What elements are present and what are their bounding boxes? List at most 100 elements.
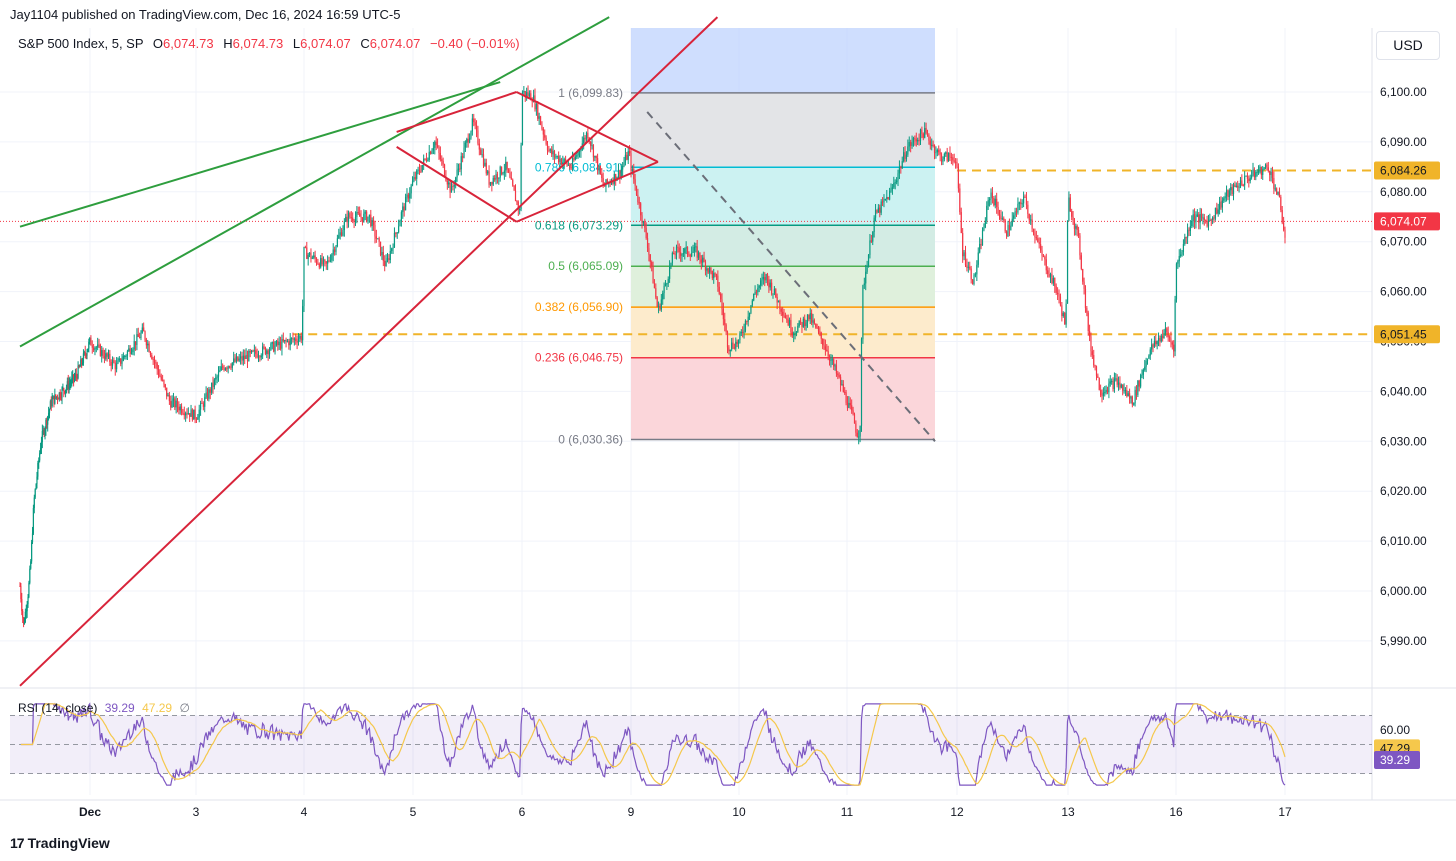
candle-body bbox=[1255, 172, 1257, 178]
candle-body bbox=[809, 313, 811, 320]
candle-body bbox=[851, 405, 853, 411]
candle-body bbox=[264, 347, 266, 354]
candle-body bbox=[849, 402, 851, 406]
candle-body bbox=[327, 260, 329, 264]
candle-body bbox=[1025, 197, 1028, 205]
candle-body bbox=[49, 401, 51, 410]
candle-body bbox=[1232, 184, 1235, 195]
candle-body bbox=[1104, 392, 1106, 394]
candle-body bbox=[1066, 220, 1069, 304]
candle-body bbox=[1124, 390, 1127, 392]
candle-body bbox=[780, 308, 782, 312]
fib-zone-0.5 bbox=[631, 266, 935, 308]
candle-body bbox=[1280, 196, 1282, 211]
candle-body bbox=[997, 207, 999, 215]
candle-body bbox=[300, 335, 302, 341]
fib-zone-1 bbox=[631, 92, 935, 168]
fib-level-label-0.236: 0.236 (6,046.75) bbox=[535, 351, 623, 365]
candle-body bbox=[488, 171, 490, 185]
candle-body bbox=[667, 278, 669, 284]
candle-body bbox=[957, 166, 960, 189]
candle-body bbox=[371, 219, 373, 226]
candle-body bbox=[396, 232, 398, 234]
candle-body bbox=[144, 331, 146, 340]
candle-body bbox=[808, 314, 810, 320]
price-axis-label: 6,060.00 bbox=[1380, 285, 1427, 299]
candle-body bbox=[761, 279, 763, 281]
candle-body bbox=[462, 156, 464, 158]
candle-body bbox=[986, 205, 988, 221]
candle-body bbox=[663, 285, 665, 294]
candle-body bbox=[1080, 255, 1082, 269]
candle-body bbox=[290, 338, 293, 340]
candle-body bbox=[1234, 184, 1236, 187]
candle-body bbox=[1245, 175, 1247, 177]
candle-body bbox=[585, 132, 588, 140]
candle-body bbox=[114, 362, 116, 370]
candle-body bbox=[143, 327, 145, 332]
candle-body bbox=[956, 162, 958, 167]
candle-body bbox=[539, 116, 542, 125]
candle-body bbox=[471, 118, 473, 132]
candle-body bbox=[674, 254, 676, 256]
candle-body bbox=[742, 332, 744, 334]
candle-body bbox=[517, 201, 519, 210]
candle-body bbox=[768, 279, 770, 288]
level-price-tag-1 bbox=[1374, 325, 1440, 344]
candle-body bbox=[271, 342, 273, 344]
candle-body bbox=[798, 320, 800, 326]
candle-body bbox=[521, 92, 524, 146]
candle-body bbox=[1170, 338, 1172, 343]
candle-body bbox=[334, 249, 336, 252]
candle-body bbox=[80, 359, 82, 367]
candle-body bbox=[753, 293, 755, 301]
candle-body bbox=[134, 341, 137, 345]
candle-body bbox=[1260, 166, 1262, 175]
candle-body bbox=[960, 212, 962, 234]
candle-body bbox=[811, 313, 813, 323]
candle-body bbox=[994, 198, 996, 206]
candle-body bbox=[853, 414, 856, 424]
tradingview-brand[interactable]: 17 TradingView bbox=[10, 835, 110, 851]
diamond-pattern-line-1 bbox=[396, 146, 518, 223]
candle-body bbox=[612, 181, 614, 184]
candle-body bbox=[926, 132, 929, 135]
candle-body bbox=[281, 339, 283, 349]
candle-body bbox=[1106, 389, 1109, 393]
currency-button[interactable]: USD bbox=[1376, 31, 1440, 60]
candle-body bbox=[806, 314, 809, 323]
candle-body bbox=[584, 137, 586, 140]
candle-body bbox=[879, 207, 881, 213]
candle-body bbox=[692, 251, 694, 253]
candle-body bbox=[1084, 288, 1087, 309]
candle-body bbox=[1140, 375, 1142, 387]
candle-body bbox=[1156, 341, 1158, 345]
candle-body bbox=[580, 149, 582, 152]
candle-body bbox=[321, 258, 323, 265]
candle-body bbox=[1149, 349, 1151, 356]
candle-body bbox=[967, 266, 969, 268]
candle-body bbox=[1128, 393, 1131, 399]
candle-body bbox=[813, 320, 815, 324]
candle-body bbox=[21, 599, 23, 612]
candle-body bbox=[670, 262, 672, 267]
candle-body bbox=[1269, 171, 1271, 175]
candle-body bbox=[675, 246, 678, 255]
candle-body bbox=[1210, 219, 1212, 221]
candle-body bbox=[860, 339, 863, 426]
candle-body bbox=[513, 185, 515, 191]
candle-body bbox=[1142, 369, 1144, 375]
fib-extension-zone bbox=[631, 28, 935, 93]
candle-body bbox=[75, 374, 77, 377]
time-axis-label: 6 bbox=[519, 805, 526, 819]
candle-body bbox=[427, 159, 429, 161]
candle-body bbox=[797, 325, 799, 333]
candle-body bbox=[423, 158, 425, 166]
candle-body bbox=[31, 533, 34, 543]
candle-body bbox=[959, 188, 961, 213]
price-axis-label: 6,020.00 bbox=[1380, 484, 1427, 498]
candle-body bbox=[118, 358, 120, 361]
candle-body bbox=[448, 182, 450, 185]
candle-body bbox=[386, 258, 389, 261]
